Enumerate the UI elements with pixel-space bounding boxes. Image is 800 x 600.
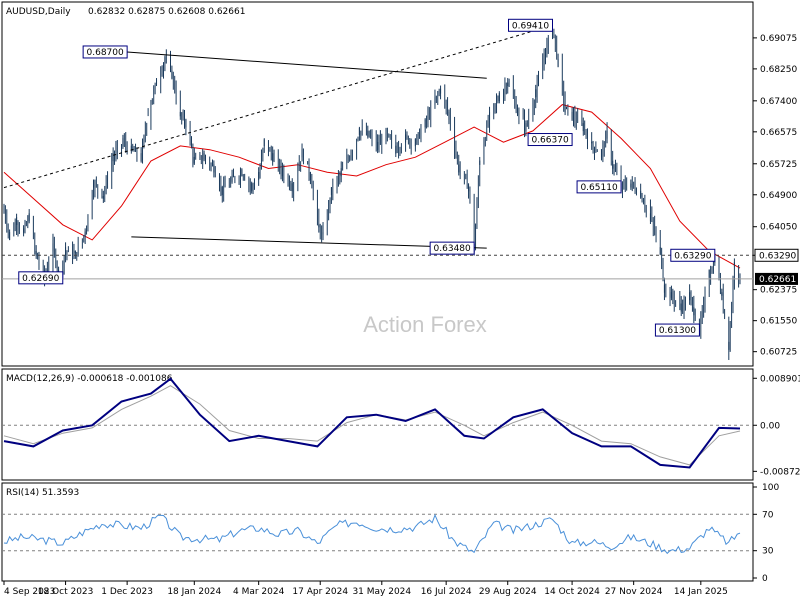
macd-y-tick-label: 0.008901 [760,374,800,384]
trend-line [131,236,487,249]
macd-y-tick-label: -0.008729 [760,467,800,477]
price-y-tick-label: 0.64050 [760,223,797,233]
price-y-tick-label: 0.65725 [760,160,797,170]
price-label-box [527,133,573,147]
header-ohlc: 0.62832 0.62875 0.62608 0.62661 [88,7,245,17]
x-tick-label: 14 Oct 2024 [544,587,600,597]
x-tick-label: 18 Jan 2024 [167,587,221,597]
price-y-tick-label: 0.64900 [760,191,797,201]
price-y-tick-label: 0.60725 [760,348,797,358]
price-label-box [654,323,700,337]
rsi-line [3,513,741,555]
annotation-labels-layer: 0.68700 0.69410 0.66370 0.65110 0.63480 0.632… [18,18,716,337]
x-tick-label: 31 May 2024 [352,587,411,597]
watermark: Action Forex [363,312,487,337]
price-y-tick-label: 0.62375 [760,286,797,296]
level-price-tag [754,248,799,262]
price-label-text: 0.68700 [87,48,124,58]
rsi-y-tick-label: 70 [762,510,774,520]
macd-panel-frame [1,368,754,481]
trend-lines-layer [2,24,753,280]
moving-average-layer [3,104,741,269]
price-panel: Action Forex AUDUSD,Daily 0.62832 0.6287… [1,1,754,367]
price-y-tick-label: 0.61550 [760,317,797,327]
x-tick-label: 14 Jan 2025 [674,587,728,597]
price-label-box [670,248,716,262]
x-tick-label: 27 Nov 2024 [605,587,663,597]
price-label-text: 0.65110 [580,183,617,193]
header-symbol: AUDUSD,Daily [6,7,71,17]
current-price-tag [755,272,798,285]
price-label-box [429,241,475,255]
current-price-tag-label: 0.62661 [759,275,796,285]
rsi-title: RSI(14) 51.3593 [6,488,79,498]
price-y-tick-label: 0.66575 [760,128,797,138]
price-label-box [576,180,622,194]
rsi-y-tick-label: 100 [762,483,779,493]
x-tick-label: 18 Oct 2023 [38,587,94,597]
x-tick-label: 16 Jul 2024 [421,587,472,597]
macd-y-tick-label: 0.00 [760,421,780,431]
dashed-trend-line [3,24,553,189]
price-label-text: 0.69410 [512,21,549,31]
rsi-y-tick-label: 0 [762,574,768,584]
price-label-text: 0.66370 [531,136,568,146]
price-label-box [508,18,554,32]
price-label-text: 0.63290 [674,251,711,261]
rsi-y-tick-label: 30 [762,547,774,557]
price-y-tick-label: 0.69075 [760,34,797,44]
rsi-lines-layer [2,513,753,555]
x-tick-label: 1 Dec 2023 [101,587,153,597]
price-label-box [82,45,128,59]
price-label-text: 0.62690 [22,274,59,284]
macd-main-line [3,377,741,469]
price-label-text: 0.61300 [659,326,696,336]
rsi-panel-frame [1,482,754,582]
x-tick-label: 29 Aug 2024 [479,587,537,597]
price-y-tick-label: 0.68250 [760,65,797,75]
price-y-tick-label: 0.67400 [760,97,797,107]
macd-title: MACD(12,26,9) -0.000618 -0.001086 [6,374,173,384]
price-bars-layer [3,21,741,360]
macd-panel: MACD(12,26,9) -0.000618 -0.001086 [1,368,754,481]
price-label-box [18,271,64,285]
x-tick-label: 4 Mar 2024 [233,587,285,597]
price-label-text: 0.63480 [434,244,471,254]
moving-average-line [3,104,741,269]
macd-lines-layer [2,377,753,469]
x-tick-label: 17 Apr 2024 [292,587,348,597]
level-price-tag-label: 0.63290 [759,251,796,261]
rsi-panel: RSI(14) 51.3593 [1,482,754,582]
price-panel-frame [1,1,754,367]
axes-layer: 0.69075 0.68250 0.67400 0.66575 0.65725 0.649… [3,34,800,597]
x-tick-label: 4 Sep 2023 [4,587,55,597]
trend-line [127,51,487,79]
